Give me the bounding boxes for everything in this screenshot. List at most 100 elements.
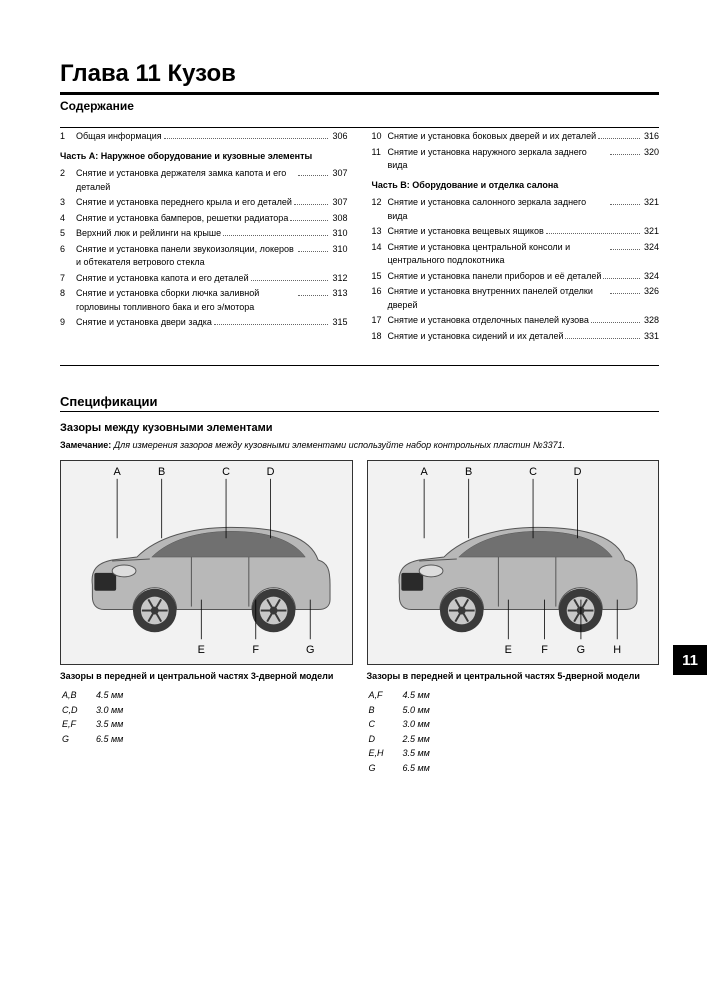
toc-leaders — [294, 197, 329, 205]
measure-cell: D — [369, 733, 401, 746]
toc-text: Снятие и установка переднего крыла и его… — [76, 196, 292, 210]
toc-page: 313 — [330, 287, 347, 301]
toc-text: Снятие и установка отделочных панелей ку… — [388, 314, 589, 328]
measure-row: A,B4.5 мм — [62, 689, 123, 702]
measure-row: C3.0 мм — [369, 718, 430, 731]
figure-3door: ABCDEFG Зазоры в передней и центральной … — [60, 460, 353, 777]
toc-leaders — [591, 315, 640, 323]
toc-row: 6Снятие и установка панели звукоизоляции… — [60, 243, 348, 270]
toc-leaders — [610, 286, 640, 294]
toc-text: Снятие и установка салонного зеркала зад… — [388, 196, 608, 223]
svg-text:B: B — [158, 466, 165, 478]
toc-row: 8Снятие и установка сборки лючка заливно… — [60, 287, 348, 314]
toc-text: Снятие и установка капота и его деталей — [76, 272, 249, 286]
svg-text:A: A — [420, 466, 428, 478]
toc-text: Снятие и установка панели приборов и её … — [388, 270, 602, 284]
toc-text: Снятие и установка сборки лючка заливной… — [76, 287, 296, 314]
measure-row: B5.0 мм — [369, 704, 430, 717]
toc-row: 11Снятие и установка наружного зеркала з… — [372, 146, 660, 173]
toc-text: Снятие и установка боковых дверей и их д… — [388, 130, 597, 144]
svg-text:D: D — [573, 466, 581, 478]
toc-page: 315 — [330, 316, 347, 330]
toc-row: 10Снятие и установка боковых дверей и их… — [372, 130, 660, 144]
toc-row: 7Снятие и установка капота и его деталей… — [60, 272, 348, 286]
toc-leaders — [298, 288, 328, 296]
toc-page: 321 — [642, 225, 659, 239]
toc-text: Снятие и установка внутренних панелей от… — [388, 285, 608, 312]
chapter-tab: 11 — [673, 645, 707, 675]
toc-part-b: Часть В: Оборудование и отделка салона — [372, 179, 660, 193]
toc-text: Снятие и установка бамперов, решетки рад… — [76, 212, 288, 226]
toc-page: 324 — [642, 241, 659, 255]
toc-page: 307 — [330, 167, 347, 181]
measure-cell: 5.0 мм — [403, 704, 430, 717]
toc-number: 17 — [372, 314, 388, 328]
measure-cell: G — [62, 733, 94, 746]
toc-right-column: 10Снятие и установка боковых дверей и их… — [372, 130, 660, 345]
svg-text:C: C — [222, 466, 230, 478]
measure-cell: C — [369, 718, 401, 731]
measure-row: A,F4.5 мм — [369, 689, 430, 702]
measure-cell: 6.5 мм — [403, 762, 430, 775]
toc-row: 4Снятие и установка бамперов, решетки ра… — [60, 212, 348, 226]
table-of-contents: 1Общая информация306Часть А: Наружное об… — [60, 130, 659, 345]
figure-5door-image: ABCDEFGH — [367, 460, 660, 665]
toc-page: 310 — [330, 227, 347, 241]
figure-3door-image: ABCDEFG — [60, 460, 353, 665]
measure-cell: 3.5 мм — [403, 747, 430, 760]
toc-leaders — [223, 228, 328, 236]
toc-page: 316 — [642, 130, 659, 144]
note-label: Замечание: — [60, 440, 111, 450]
rule-thin — [60, 127, 659, 128]
toc-number: 18 — [372, 330, 388, 344]
toc-number: 2 — [60, 167, 76, 181]
svg-text:E: E — [504, 644, 511, 656]
measure-row: G6.5 мм — [62, 733, 123, 746]
figures-row: ABCDEFG Зазоры в передней и центральной … — [60, 460, 659, 777]
toc-leaders — [164, 131, 329, 139]
toc-number: 11 — [372, 146, 388, 160]
toc-number: 5 — [60, 227, 76, 241]
figure-5door-measurements: A,F4.5 ммB5.0 ммC3.0 ммD2.5 ммE,H3.5 ммG… — [367, 687, 432, 777]
toc-page: 326 — [642, 285, 659, 299]
measure-cell: E,F — [62, 718, 94, 731]
measure-cell: 6.5 мм — [96, 733, 123, 746]
contents-heading: Содержание — [60, 99, 659, 113]
toc-leaders — [290, 212, 328, 220]
svg-text:A: A — [113, 466, 121, 478]
toc-row: 3Снятие и установка переднего крыла и ег… — [60, 196, 348, 210]
svg-text:B: B — [465, 466, 472, 478]
spec-note: Замечание: Для измерения зазоров между к… — [60, 440, 659, 450]
toc-number: 16 — [372, 285, 388, 299]
toc-text: Снятие и установка центральной консоли и… — [388, 241, 608, 268]
toc-page: 328 — [642, 314, 659, 328]
note-text: Для измерения зазоров между кузовными эл… — [114, 440, 565, 450]
toc-number: 8 — [60, 287, 76, 301]
toc-leaders — [598, 131, 640, 139]
toc-number: 7 — [60, 272, 76, 286]
toc-text: Снятие и установка наружного зеркала зад… — [388, 146, 608, 173]
toc-number: 6 — [60, 243, 76, 257]
toc-leaders — [298, 243, 328, 251]
toc-leaders — [546, 226, 640, 234]
toc-leaders — [251, 272, 329, 280]
measure-cell: 4.5 мм — [403, 689, 430, 702]
toc-page: 310 — [330, 243, 347, 257]
toc-number: 12 — [372, 196, 388, 210]
toc-text: Снятие и установка держателя замка капот… — [76, 167, 296, 194]
measure-row: E,H3.5 мм — [369, 747, 430, 760]
toc-leaders — [603, 270, 640, 278]
toc-text: Снятие и установка сидений и их деталей — [388, 330, 564, 344]
toc-row: 12Снятие и установка салонного зеркала з… — [372, 196, 660, 223]
toc-leaders — [214, 317, 329, 325]
toc-leaders — [565, 330, 639, 338]
measure-cell: 3.5 мм — [96, 718, 123, 731]
toc-part-a: Часть А: Наружное оборудование и кузовны… — [60, 150, 348, 164]
toc-row: 13Снятие и установка вещевых ящиков321 — [372, 225, 660, 239]
toc-number: 15 — [372, 270, 388, 284]
figure-5door-caption: Зазоры в передней и центральной частях 5… — [367, 671, 660, 681]
toc-row: 18Снятие и установка сидений и их детале… — [372, 330, 660, 344]
toc-page: 324 — [642, 270, 659, 284]
toc-page: 307 — [330, 196, 347, 210]
svg-text:H: H — [613, 644, 621, 656]
